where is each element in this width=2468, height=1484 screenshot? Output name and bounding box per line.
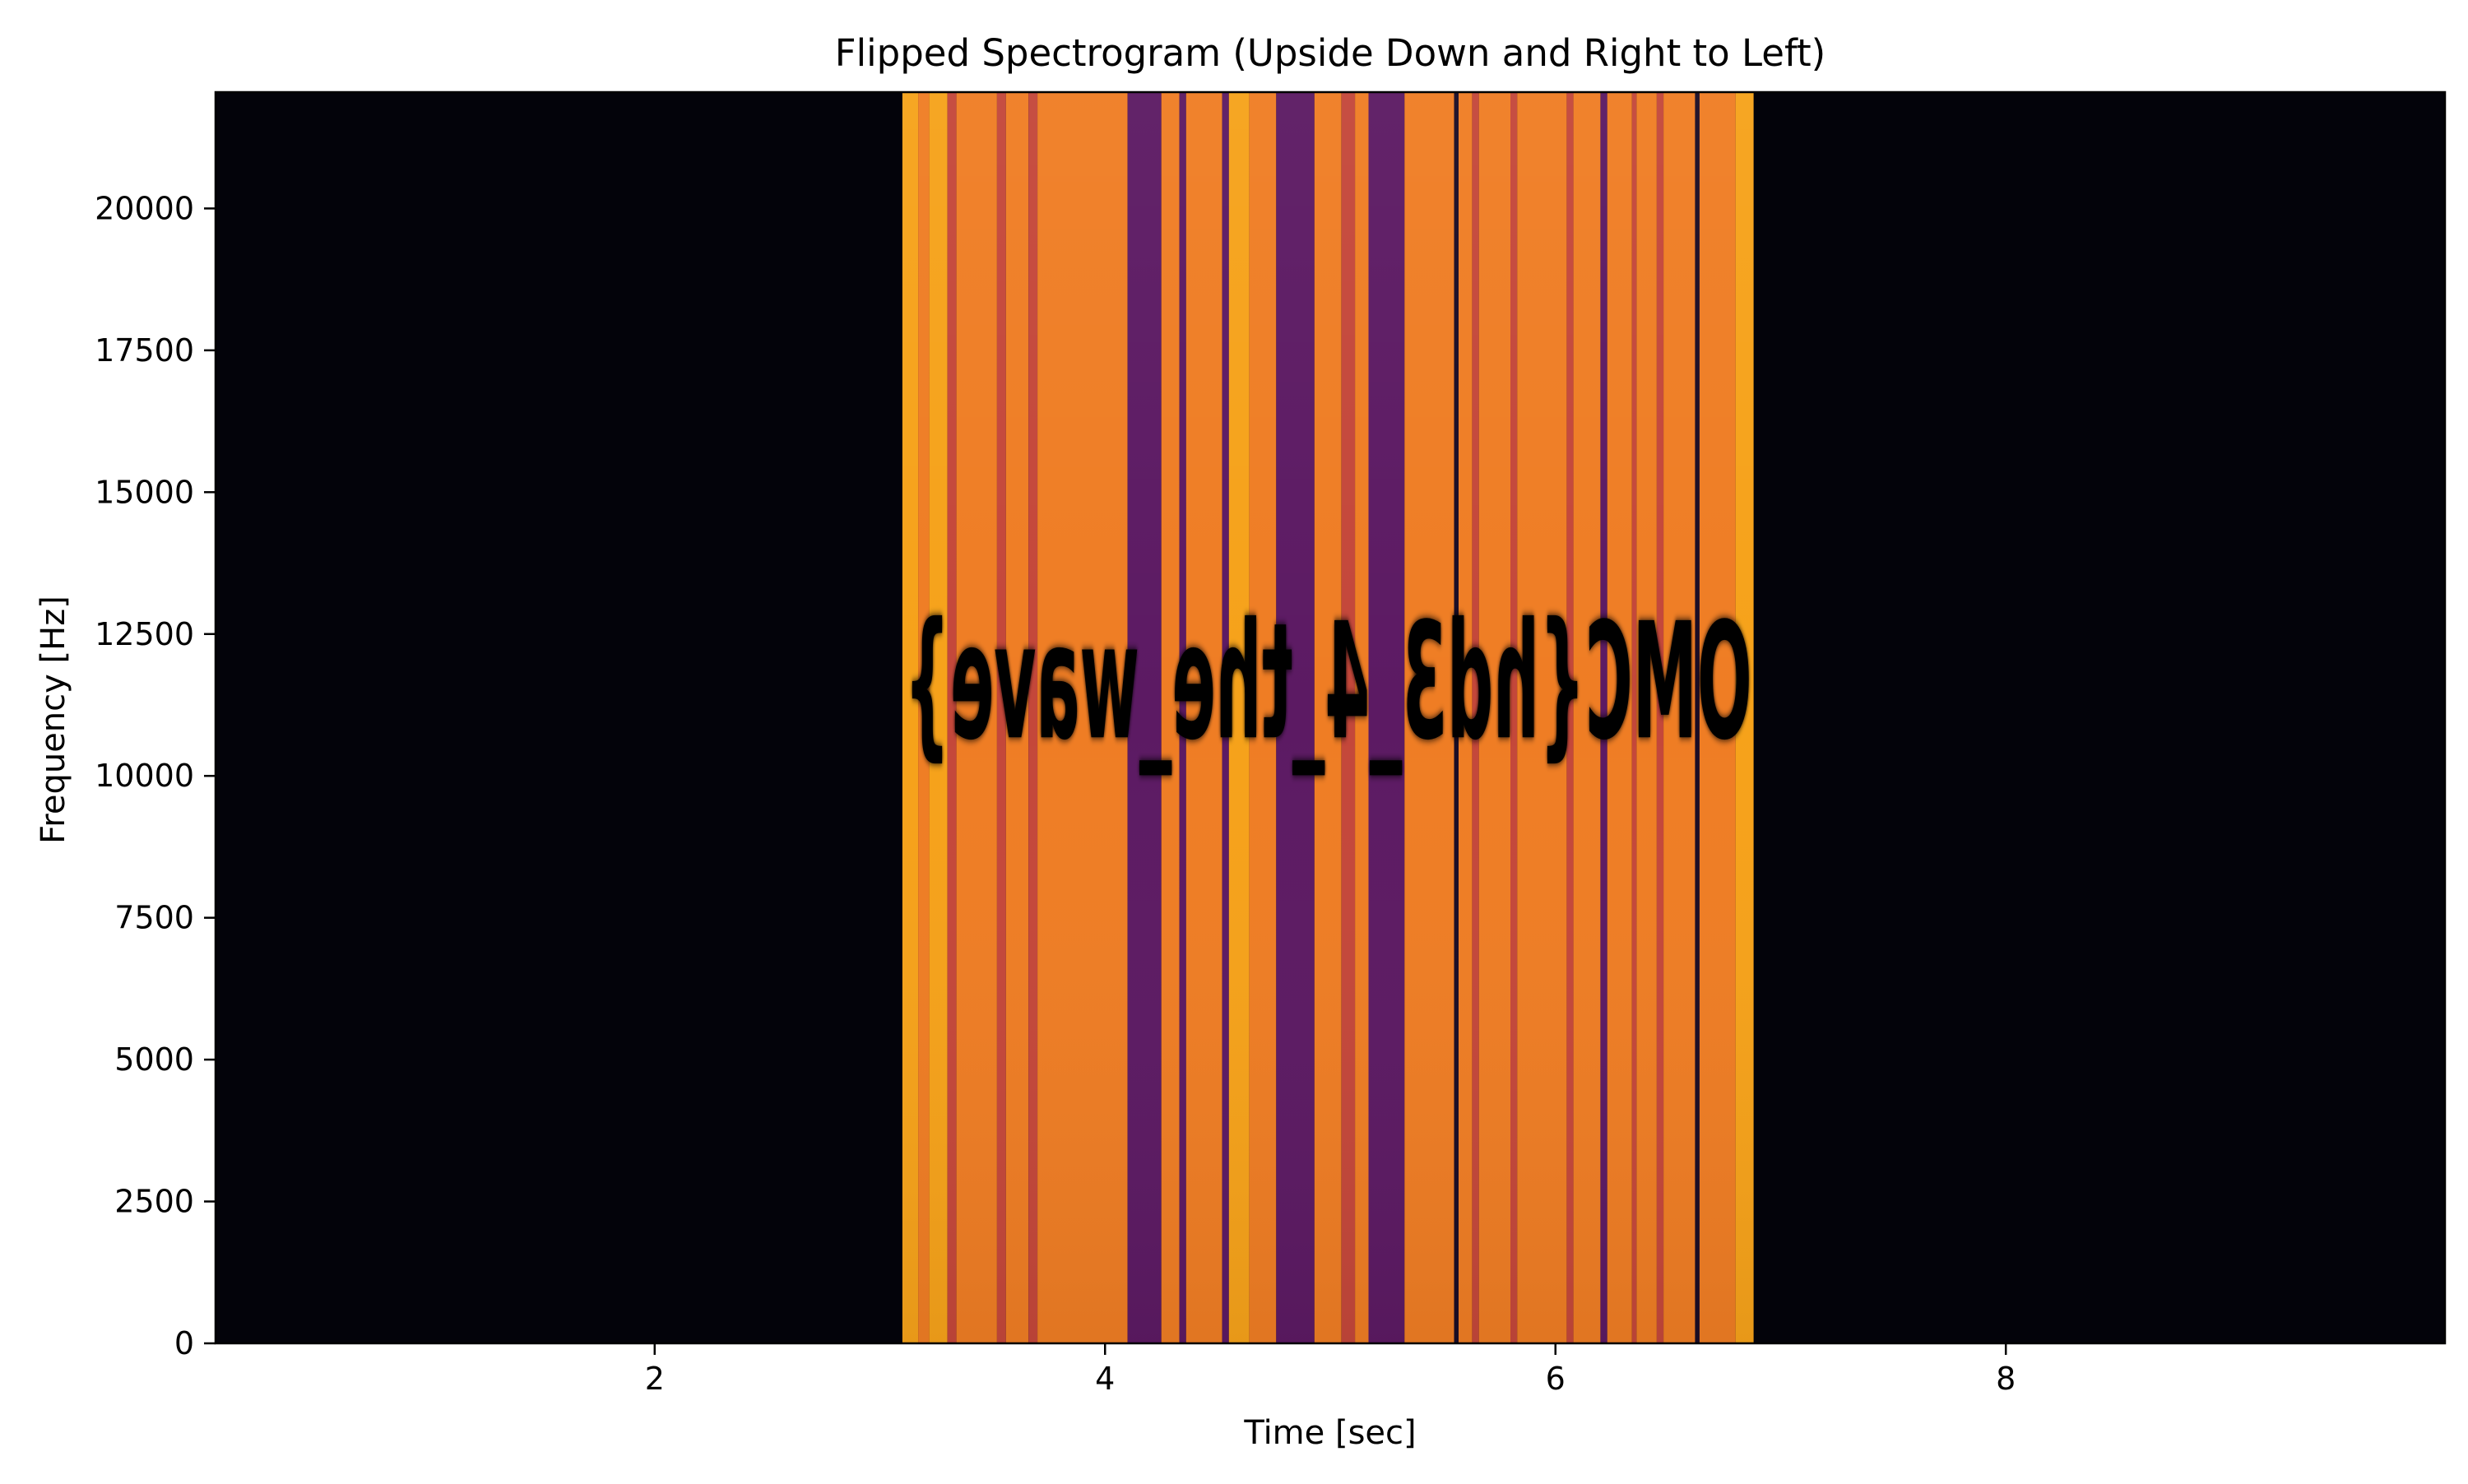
plot-frame <box>214 90 2447 1345</box>
y-tick-label: 7500 <box>114 900 194 936</box>
spectrogram-bands <box>902 92 1754 1343</box>
chart-title: Flipped Spectrogram (Upside Down and Rig… <box>835 31 1825 75</box>
y-tick-label: 10000 <box>95 758 194 794</box>
x-tick-label: 2 <box>645 1361 665 1397</box>
y-tick-label: 5000 <box>114 1041 194 1078</box>
y-axis-label: Frequency [Hz] <box>35 596 72 844</box>
y-tick-label: 15000 <box>95 474 194 510</box>
embedded-text: OMC{hd3_4_the_wave} <box>904 590 1752 777</box>
y-tick-label: 12500 <box>95 616 194 652</box>
y-tick-label: 2500 <box>114 1184 194 1220</box>
y-tick-label: 20000 <box>95 190 194 226</box>
x-tick-label: 8 <box>1996 1361 2016 1397</box>
x-tick-label: 4 <box>1095 1361 1115 1397</box>
spectrogram-shading <box>902 92 1754 1343</box>
y-axis: 0 2500 5000 7500 10000 12500 15000 17500 20000 <box>95 190 216 1361</box>
y-tick-label: 0 <box>174 1325 194 1361</box>
y-tick-label: 17500 <box>95 332 194 369</box>
embedded-text-group: OMC{hd3_4_the_wave} <box>904 590 1752 777</box>
x-axis: 2 4 6 8 <box>645 1343 2016 1397</box>
x-axis-label: Time [sec] <box>1243 1414 1416 1452</box>
x-tick-label: 6 <box>1546 1361 1566 1397</box>
embedded-text-layer: OMC{hd3_4_the_wave} <box>904 590 1752 777</box>
